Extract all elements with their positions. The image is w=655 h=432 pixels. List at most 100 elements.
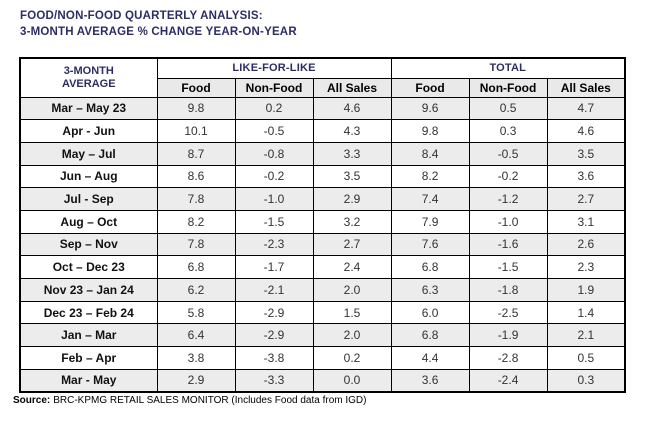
value-cell: 6.3 [390,278,470,302]
table-row: Jan – Mar 6.4 -2.9 2.0 6.8 -1.9 2.1 [19,323,626,348]
table-row: Oct – Dec 23 6.8 -1.7 2.4 6.8 -1.5 2.3 [19,255,626,279]
value-cell: -1.8 [468,278,548,302]
value-cell: 8.7 [156,141,236,166]
row-label: Oct – Dec 23 [19,255,158,279]
column-header-lfl-all-sales: All Sales [312,77,392,98]
row-label: Jan – Mar [19,323,158,348]
column-group-total: TOTAL [390,57,626,79]
value-cell: 3.1 [546,209,626,234]
value-cell: 4.4 [390,346,470,370]
value-cell: -2.9 [234,323,314,348]
value-cell: 6.4 [156,323,236,348]
table-row: Nov 23 – Jan 24 6.2 -2.1 2.0 6.3 -1.8 1.9 [19,278,626,302]
value-cell: 0.3 [468,119,548,143]
table-row: Mar – May 23 9.8 0.2 4.6 9.6 0.5 4.7 [19,96,626,121]
value-cell: 3.2 [312,209,392,234]
value-cell: 4.7 [546,96,626,121]
value-cell: -1.5 [468,255,548,279]
column-header-lfl-non-food: Non-Food [234,77,314,98]
column-header-total-food: Food [390,77,470,98]
column-header-total-non-food: Non-Food [468,77,548,98]
title-line-2: 3-MONTH AVERAGE % CHANGE YEAR-ON-YEAR [20,26,297,38]
value-cell: -1.0 [468,209,548,234]
value-cell: 6.8 [390,323,470,348]
row-label: Jun – Aug [19,164,158,189]
value-cell: 2.9 [156,368,236,393]
value-cell: -2.9 [234,300,314,325]
value-cell: 2.1 [546,323,626,348]
value-cell: 2.3 [546,255,626,279]
source-note: Source: BRC-KPMG RETAIL SALES MONITOR (In… [13,395,366,406]
value-cell: 7.8 [156,232,236,257]
value-cell: 2.7 [546,187,626,211]
row-label: Apr - Jun [19,119,158,143]
value-cell: -2.5 [468,300,548,325]
table-row: May – Jul 8.7 -0.8 3.3 8.4 -0.5 3.5 [19,141,626,166]
value-cell: 7.6 [390,232,470,257]
value-cell: 2.0 [312,323,392,348]
value-cell: -3.8 [234,346,314,370]
value-cell: 10.1 [156,119,236,143]
table-row: Mar - May 2.9 -3.3 0.0 3.6 -2.4 0.3 [19,368,626,393]
value-cell: 7.4 [390,187,470,211]
value-cell: -1.9 [468,323,548,348]
value-cell: -0.2 [234,164,314,189]
source-label: Source: [13,395,51,406]
row-label: Jul - Sep [19,187,158,211]
value-cell: 4.6 [312,96,392,121]
value-cell: 6.0 [390,300,470,325]
value-cell: 6.8 [156,255,236,279]
value-cell: -0.8 [234,141,314,166]
table-row: Apr - Jun 10.1 -0.5 4.3 9.8 0.3 4.6 [19,119,626,143]
value-cell: 6.2 [156,278,236,302]
value-cell: -1.7 [234,255,314,279]
table-body: Mar – May 23 9.8 0.2 4.6 9.6 0.5 4.7 Apr - Jun 1… [19,96,626,393]
value-cell: 2.0 [312,278,392,302]
value-cell: -0.5 [468,141,548,166]
value-cell: 3.5 [312,164,392,189]
value-cell: 7.8 [156,187,236,211]
value-cell: -2.4 [468,368,548,393]
value-cell: 3.3 [312,141,392,166]
title-line-1: FOOD/NON-FOOD QUARTERLY ANALYSIS: [20,10,263,22]
column-header-lfl-food: Food [156,77,236,98]
value-cell: 7.9 [390,209,470,234]
value-cell: 2.6 [546,232,626,257]
table-row: Jul - Sep 7.8 -1.0 2.9 7.4 -1.2 2.7 [19,187,626,211]
value-cell: 8.2 [390,164,470,189]
value-cell: -2.8 [468,346,548,370]
table-row: Jun – Aug 8.6 -0.2 3.5 8.2 -0.2 3.6 [19,164,626,189]
value-cell: -2.3 [234,232,314,257]
value-cell: 1.5 [312,300,392,325]
table-row: Sep – Nov 7.8 -2.3 2.7 7.6 -1.6 2.6 [19,232,626,257]
column-group-like-for-like: LIKE-FOR-LIKE [156,57,392,79]
value-cell: -0.2 [468,164,548,189]
value-cell: 3.6 [390,368,470,393]
value-cell: 3.8 [156,346,236,370]
value-cell: -1.2 [468,187,548,211]
value-cell: 2.7 [312,232,392,257]
row-label: Feb – Apr [19,346,158,370]
column-header-total-all-sales: All Sales [546,77,626,98]
row-label: Mar – May 23 [19,96,158,121]
row-label: Dec 23 – Feb 24 [19,300,158,325]
value-cell: 4.3 [312,119,392,143]
value-cell: 1.9 [546,278,626,302]
table-row: Dec 23 – Feb 24 5.8 -2.9 1.5 6.0 -2.5 1.4 [19,300,626,325]
sub-header-row: Food Non-Food All Sales Food Non-Food Al… [20,77,626,98]
value-cell: -3.3 [234,368,314,393]
value-cell: 2.4 [312,255,392,279]
row-label: May – Jul [19,141,158,166]
value-cell: -1.6 [468,232,548,257]
value-cell: 3.5 [546,141,626,166]
corner-line-1: 3-MONTH [63,64,114,77]
value-cell: -0.5 [234,119,314,143]
value-cell: -2.1 [234,278,314,302]
value-cell: 9.8 [390,119,470,143]
corner-line-2: AVERAGE [61,77,116,90]
row-label: Mar - May [19,368,158,393]
page-title: FOOD/NON-FOOD QUARTERLY ANALYSIS: 3-MONT… [20,8,297,40]
table-row: Aug – Oct 8.2 -1.5 3.2 7.9 -1.0 3.1 [19,209,626,234]
value-cell: 0.2 [312,346,392,370]
